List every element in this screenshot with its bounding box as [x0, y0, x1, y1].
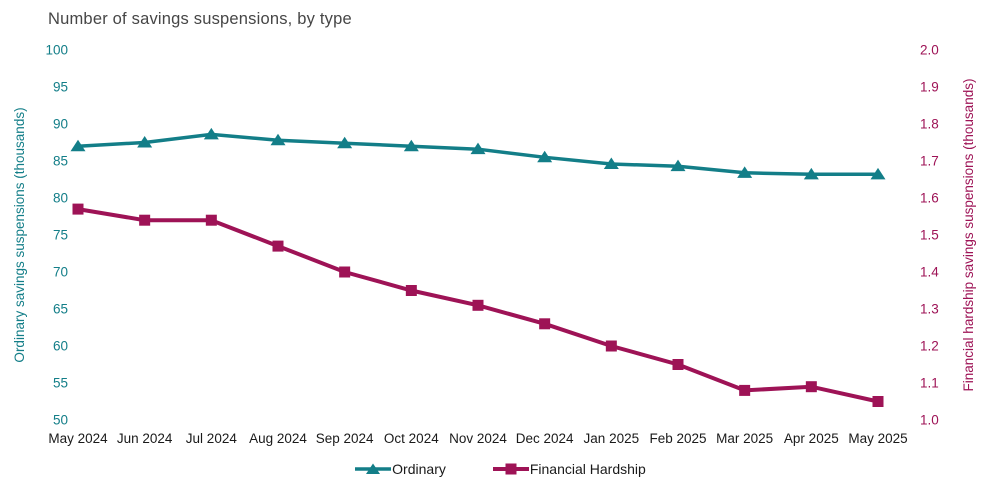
chart-title: Number of savings suspensions, by type [48, 10, 352, 28]
x-axis-tick-label: Jul 2024 [186, 431, 238, 446]
data-point-ordinary [670, 159, 686, 172]
data-point-financial-hardship [339, 266, 351, 278]
left-axis-tick-label: 55 [53, 376, 68, 391]
right-axis-tick-label: 1.6 [920, 191, 939, 206]
right-axis-tick-label: 1.9 [920, 80, 939, 95]
x-axis-tick-label: Sep 2024 [316, 431, 374, 446]
data-point-financial-hardship [872, 396, 884, 407]
data-point-financial-hardship [272, 240, 284, 252]
data-point-financial-hardship [72, 203, 84, 215]
x-axis-tick-label: Feb 2025 [649, 431, 706, 446]
right-axis-tick-label: 1.3 [920, 302, 939, 317]
legend-label-financial-hardship: Financial Hardship [529, 461, 646, 477]
x-axis-tick-label: Nov 2024 [449, 431, 507, 446]
data-point-ordinary [70, 139, 86, 152]
x-axis-tick-label: May 2024 [48, 431, 108, 446]
left-axis-tick-label: 75 [53, 228, 68, 243]
right-axis-tick-label: 1.8 [920, 117, 939, 132]
right-axis-tick-label: 2.0 [920, 43, 939, 58]
right-axis-tick-label: 1.5 [920, 228, 939, 243]
data-point-ordinary [870, 167, 886, 180]
data-point-ordinary [137, 136, 153, 148]
left-axis-tick-label: 90 [53, 117, 68, 132]
legend-label-ordinary: Ordinary [392, 461, 446, 477]
data-point-ordinary [403, 139, 419, 152]
data-point-ordinary [337, 136, 353, 149]
ordinary-legend-marker-icon [355, 463, 392, 474]
left-axis-tick-label: 50 [53, 413, 68, 428]
line-chart-plot: 100 95 90 85 80 75 70 65 60 55 50 2.0 1.9 1.8 1.7 1.6 1.… [12, 43, 976, 447]
legend-item-ordinary: Ordinary [354, 461, 446, 477]
right-axis-tick-label: 1.0 [920, 413, 939, 428]
data-point-ordinary [270, 133, 286, 146]
x-axis-tick-label: Apr 2025 [784, 431, 839, 446]
left-axis-tick-label: 100 [45, 43, 68, 58]
series-line-ordinary [77, 132, 878, 177]
left-axis-tick-label: 70 [53, 265, 68, 280]
data-point-ordinary [803, 167, 819, 180]
left-axis-tick-label: 85 [53, 154, 68, 169]
data-point-financial-hardship [472, 299, 484, 311]
x-axis-tick-label: Mar 2025 [716, 431, 773, 446]
x-axis-tick-label: Jan 2025 [584, 431, 640, 446]
data-point-ordinary [203, 127, 219, 140]
left-axis-tick-label: 60 [53, 339, 68, 354]
data-point-financial-hardship [605, 340, 617, 352]
data-point-ordinary [537, 150, 553, 163]
right-axis-tick-label: 1.2 [920, 339, 939, 354]
left-axis-tick-label: 65 [53, 302, 68, 317]
data-point-ordinary [603, 157, 619, 169]
right-axis-tick-label: 1.1 [920, 376, 939, 391]
financial-hardship-legend-marker-icon [492, 463, 529, 475]
data-point-financial-hardship [139, 214, 151, 226]
right-axis-tick-label: 1.7 [920, 154, 939, 169]
right-axis-tick-label: 1.4 [920, 265, 939, 280]
left-axis-tick-label: 95 [53, 80, 68, 95]
data-point-financial-hardship [539, 318, 551, 330]
legend: Ordinary Financial Hardship [0, 461, 1000, 477]
data-point-financial-hardship [205, 214, 217, 226]
x-axis-tick-label: May 2025 [848, 431, 907, 446]
x-axis-tick-label: Jun 2024 [117, 431, 173, 446]
data-point-financial-hardship [805, 381, 817, 393]
x-axis-tick-label: Dec 2024 [516, 431, 574, 446]
data-point-ordinary [737, 166, 753, 178]
data-point-financial-hardship [405, 285, 417, 296]
right-axis-title: Financial hardship savings suspensions (… [961, 79, 976, 392]
x-axis-tick-label: Aug 2024 [249, 431, 307, 446]
legend-item-financial-hardship: Financial Hardship [492, 461, 646, 477]
x-axis-tick-label: Oct 2024 [384, 431, 439, 446]
data-point-ordinary [470, 142, 486, 155]
left-axis-title: Ordinary savings suspensions (thousands) [12, 107, 27, 362]
left-axis-tick-label: 80 [53, 191, 68, 206]
data-point-financial-hardship [672, 359, 684, 370]
data-point-financial-hardship [739, 384, 751, 396]
